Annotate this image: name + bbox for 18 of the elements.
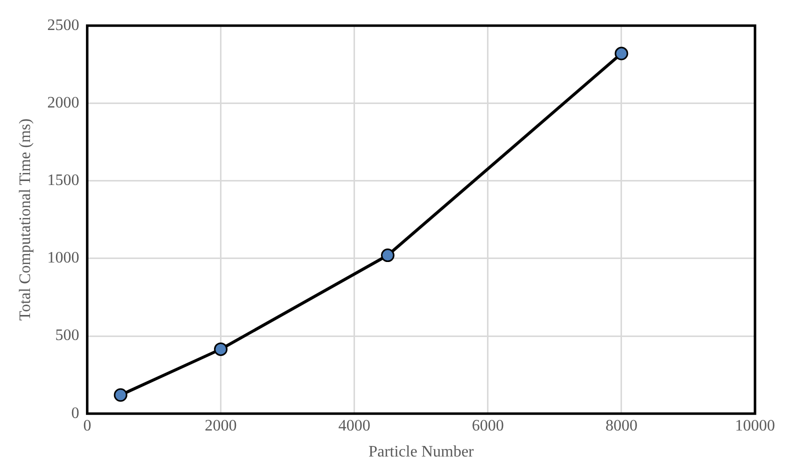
y-tick-label: 1500 [47,172,80,190]
x-tick-label: 8000 [605,417,638,434]
y-tick-label: 0 [71,404,80,422]
x-axis-title: Particle Number [368,444,474,461]
x-tick-label: 4000 [338,417,370,434]
x-tick-label: 10000 [735,417,775,434]
x-tick-label: 2000 [204,417,237,434]
y-tick-label: 2500 [47,16,80,34]
y-tick-label: 2000 [47,94,80,112]
point [114,388,128,402]
y-tick-label: 1000 [47,250,80,267]
y-tick-label: 500 [55,327,80,344]
point [380,248,394,262]
x-tick-label: 0 [83,417,92,434]
point [614,46,628,60]
point [214,342,228,356]
y-axis-title: Total Computational Time (ms) [16,118,34,321]
x-tick-label: 6000 [472,417,504,434]
